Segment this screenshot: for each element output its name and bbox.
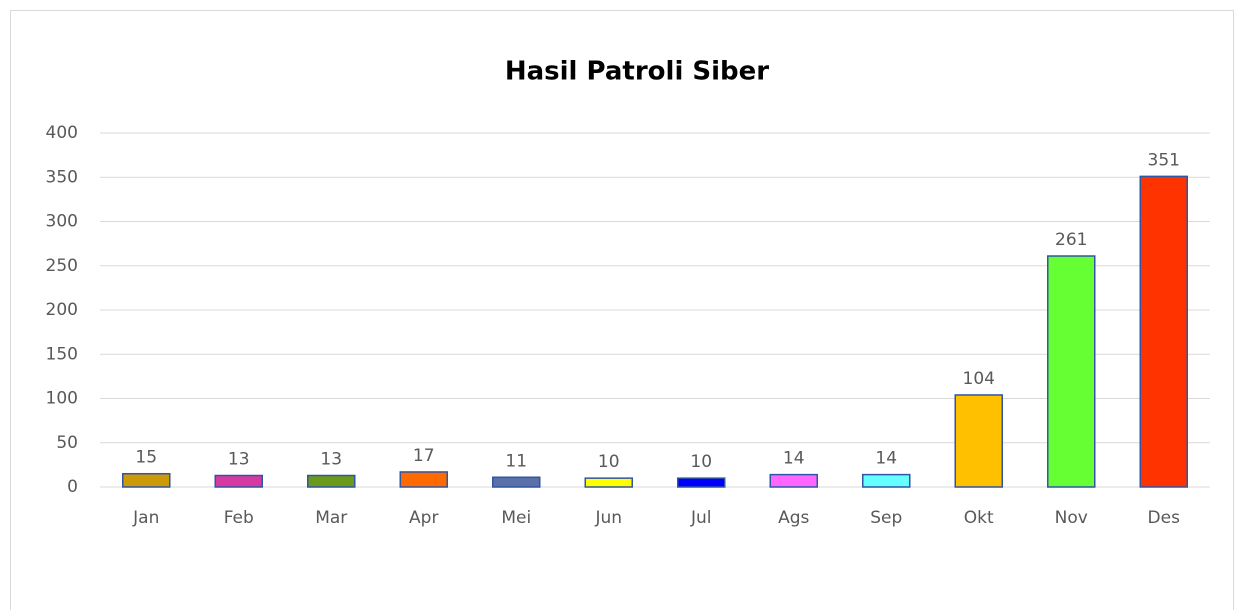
x-tick-label: Sep	[870, 508, 902, 528]
value-label: 17	[413, 446, 435, 466]
chart-title: Hasil Patroli Siber	[505, 57, 769, 87]
bar	[677, 477, 726, 488]
x-tick-label: Ags	[778, 508, 809, 528]
y-tick-label: 150	[46, 344, 78, 364]
y-tick-label: 200	[46, 300, 78, 320]
x-tick-label: Apr	[409, 508, 438, 528]
bar	[769, 473, 818, 488]
value-label: 13	[320, 449, 342, 469]
y-tick-label: 250	[46, 256, 78, 276]
value-label: 10	[598, 452, 620, 472]
bar	[862, 473, 911, 488]
value-label: 10	[690, 452, 712, 472]
x-tick-label: Jan	[132, 508, 159, 528]
bar	[954, 394, 1003, 488]
value-label: 11	[505, 451, 527, 471]
bar	[1047, 255, 1096, 488]
x-tick-label: Jul	[690, 508, 712, 528]
value-label: 13	[228, 449, 250, 469]
y-tick-label: 400	[46, 123, 78, 143]
y-tick-label: 50	[56, 433, 78, 453]
x-tick-label: Nov	[1055, 508, 1088, 528]
bar	[214, 474, 263, 488]
bar	[307, 474, 356, 488]
x-tick-label: Des	[1148, 508, 1181, 528]
y-tick-label: 300	[46, 212, 78, 232]
value-label: 14	[783, 449, 805, 469]
y-tick-label: 350	[46, 167, 78, 187]
x-tick-label: Mar	[315, 508, 347, 528]
x-tick-label: Feb	[224, 508, 254, 528]
bar	[1139, 175, 1188, 488]
bar	[399, 471, 448, 488]
bar	[584, 477, 633, 488]
value-label: 351	[1148, 150, 1180, 170]
value-label: 104	[963, 369, 995, 389]
y-tick-label: 100	[46, 389, 78, 409]
bar	[492, 476, 541, 488]
x-tick-label: Mei	[501, 508, 531, 528]
y-tick-label: 0	[67, 477, 78, 497]
x-tick-label: Jun	[594, 508, 622, 528]
x-tick-label: Okt	[964, 508, 994, 528]
value-label: 261	[1055, 230, 1087, 250]
value-label: 14	[875, 449, 897, 469]
bar	[122, 472, 171, 488]
value-label: 15	[135, 448, 157, 468]
